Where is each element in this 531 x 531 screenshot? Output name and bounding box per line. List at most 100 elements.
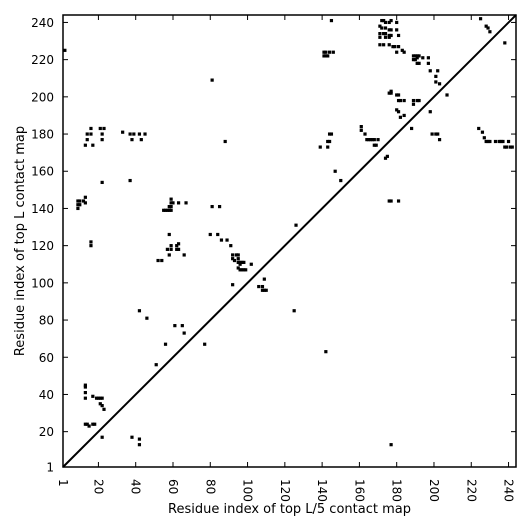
- contact-point-upper: [434, 80, 438, 84]
- x-tick-label: 1: [56, 479, 70, 487]
- contact-point-upper: [363, 132, 367, 136]
- contact-point-lower: [167, 253, 171, 257]
- contact-point-upper: [478, 17, 483, 21]
- contact-point-lower: [169, 244, 173, 248]
- contact-point-lower: [160, 258, 164, 263]
- contact-point-upper: [359, 128, 363, 132]
- contact-point-lower: [176, 247, 181, 251]
- contact-point-upper: [83, 195, 87, 199]
- contact-point-upper: [210, 204, 214, 209]
- contact-point-lower: [154, 363, 158, 367]
- contact-point-upper: [484, 24, 488, 28]
- contact-point-upper: [89, 240, 93, 244]
- contact-point-upper: [428, 69, 432, 73]
- contact-point-lower: [208, 232, 212, 237]
- contact-point-upper: [396, 33, 401, 38]
- contact-point-lower: [203, 342, 207, 346]
- contact-point-upper: [378, 35, 382, 39]
- contact-point-upper: [326, 145, 330, 149]
- contact-point-upper: [85, 138, 89, 142]
- contact-point-lower: [173, 324, 177, 328]
- contact-point-upper: [184, 201, 188, 205]
- diagonal-line: [62, 14, 517, 468]
- contact-point-upper: [368, 138, 373, 142]
- contact-point-upper: [162, 208, 166, 212]
- x-tick-label: 40: [129, 479, 143, 494]
- contact-point-lower: [257, 284, 261, 289]
- contact-point-upper: [378, 43, 382, 47]
- y-tick-label: 80: [39, 314, 54, 328]
- contact-point-upper: [387, 35, 391, 39]
- x-tick-label: 220: [464, 479, 478, 502]
- y-tick-label: 20: [39, 425, 54, 439]
- contact-point-upper: [139, 138, 143, 142]
- contact-point-upper: [387, 43, 391, 47]
- contact-point-upper: [100, 180, 104, 185]
- contact-point-upper: [383, 20, 388, 25]
- contact-point-lower: [167, 232, 171, 237]
- contact-point-upper: [396, 199, 401, 203]
- contact-point-lower: [240, 260, 244, 264]
- contact-point-upper: [339, 178, 343, 183]
- contact-point-lower: [175, 244, 179, 248]
- contact-point-upper: [398, 98, 403, 103]
- contact-point-upper: [370, 138, 375, 142]
- contact-point-lower: [234, 253, 238, 257]
- contact-point-upper: [76, 203, 80, 207]
- contact-point-lower: [236, 266, 240, 270]
- contact-point-upper: [415, 98, 419, 103]
- contact-point-upper: [387, 199, 391, 203]
- contact-point-upper: [413, 58, 417, 62]
- contact-point-lower: [324, 350, 328, 354]
- contact-point-upper: [383, 26, 388, 30]
- contact-point-upper: [365, 138, 369, 142]
- contact-point-upper: [506, 139, 511, 144]
- contact-point-upper: [503, 145, 507, 149]
- contact-point-upper: [389, 199, 393, 203]
- contact-point-upper: [176, 201, 181, 205]
- contact-point-upper: [128, 132, 132, 136]
- contact-point-upper: [329, 18, 334, 23]
- y-tick-label: 120: [31, 239, 54, 253]
- contact-point-upper: [167, 208, 171, 212]
- contact-point-upper: [396, 45, 401, 49]
- contact-point-upper: [493, 139, 498, 144]
- contact-point-lower: [238, 260, 242, 264]
- contact-point-upper: [382, 18, 386, 23]
- contact-point-lower: [232, 258, 237, 263]
- contact-point-lower: [145, 316, 149, 320]
- plot-frame: [62, 14, 517, 468]
- contact-point-upper: [503, 41, 507, 45]
- x-tick-label: 80: [203, 479, 217, 494]
- contact-point-upper: [383, 156, 388, 160]
- contact-point-lower: [93, 422, 97, 426]
- x-tick-label: 240: [502, 479, 516, 502]
- contact-point-upper: [359, 125, 363, 129]
- contact-point-lower: [83, 396, 87, 400]
- contact-point-upper: [426, 61, 430, 65]
- contact-point-upper: [391, 45, 395, 49]
- contact-point-upper: [387, 20, 391, 25]
- contact-point-upper: [78, 199, 82, 203]
- contact-point-upper: [367, 138, 371, 142]
- contact-point-upper: [445, 93, 449, 97]
- contact-point-lower: [137, 309, 142, 313]
- contact-point-upper: [169, 197, 173, 201]
- contact-point-upper: [484, 139, 488, 144]
- contact-point-upper: [324, 54, 328, 58]
- contact-point-upper: [389, 91, 393, 95]
- contact-point-lower: [180, 324, 184, 328]
- contact-point-upper: [327, 139, 332, 144]
- contact-point-upper: [217, 204, 222, 209]
- contact-point-lower: [231, 283, 235, 287]
- contact-point-lower: [100, 404, 104, 408]
- contact-point-upper: [78, 203, 82, 207]
- contact-point-upper: [421, 56, 425, 60]
- contact-point-upper: [137, 132, 142, 136]
- contact-point-upper: [163, 208, 168, 212]
- contact-point-upper: [383, 32, 388, 36]
- contact-point-upper: [83, 143, 87, 147]
- contact-point-lower: [98, 396, 102, 400]
